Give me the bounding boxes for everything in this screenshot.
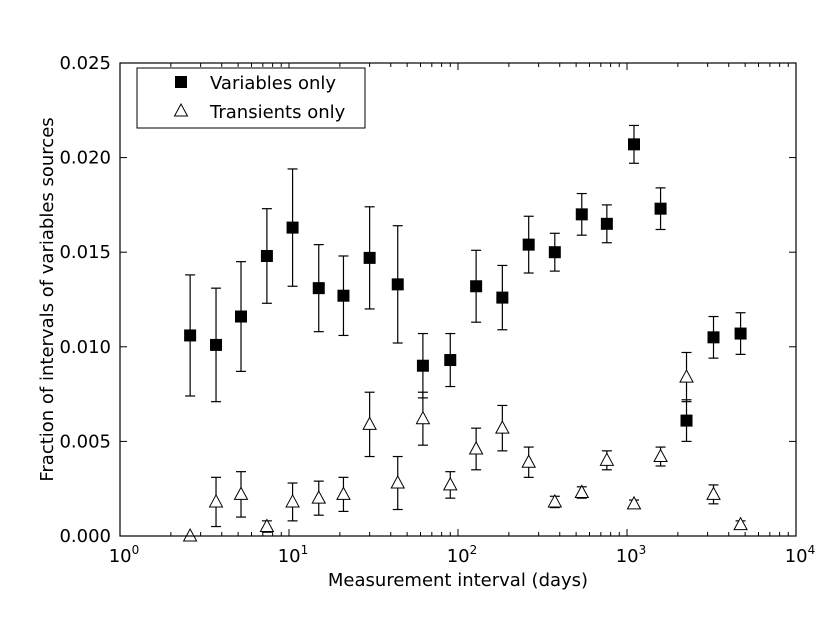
y-tick-label: 0.020 xyxy=(59,148,111,169)
x-tick-label: 103 xyxy=(616,543,647,567)
transients-point xyxy=(442,476,458,491)
variables-point xyxy=(444,354,457,367)
x-axis-label: Measurement interval (days) xyxy=(328,570,588,591)
y-tick-label: 0.000 xyxy=(59,526,111,547)
variables-point xyxy=(654,202,667,215)
transients-point xyxy=(547,493,563,508)
variables-point xyxy=(470,280,483,293)
transients-point xyxy=(208,493,224,508)
y-tick-label: 0.025 xyxy=(59,53,111,74)
legend-label-transients: Transients only xyxy=(209,102,346,123)
transients-point xyxy=(362,416,377,430)
legend-marker-variables xyxy=(175,76,187,88)
variables-point xyxy=(734,327,747,340)
x-tick-label: 101 xyxy=(278,543,309,567)
transients-point xyxy=(653,448,668,463)
transients-point xyxy=(336,486,351,500)
variables-point xyxy=(600,217,613,230)
plot-frame xyxy=(119,62,797,537)
y-axis-label: Fraction of intervals of variables sourc… xyxy=(37,117,58,481)
transients-point xyxy=(733,516,748,531)
transients-point xyxy=(390,474,406,489)
transients-point xyxy=(415,410,431,425)
transients-point xyxy=(495,420,510,434)
variables-point xyxy=(680,414,693,427)
variables-point xyxy=(260,249,273,262)
tick-labels: 0.000 0.005 0.010 0.015 0.020 0.025 100 101 102 1… xyxy=(59,53,815,567)
variables-point xyxy=(337,289,350,302)
legend-label-variables: Variables only xyxy=(210,73,336,94)
variables-point xyxy=(312,282,325,295)
transients-point xyxy=(468,440,484,455)
y-tick-label: 0.015 xyxy=(59,242,111,263)
variables-point xyxy=(416,359,429,372)
variables-point xyxy=(627,138,640,151)
variables-point xyxy=(496,291,509,304)
x-tick-label: 104 xyxy=(785,543,816,567)
variables-point xyxy=(235,310,248,323)
x-tick-label: 100 xyxy=(109,543,140,567)
variables-point xyxy=(210,338,223,351)
variables-point xyxy=(548,246,561,259)
transients-point xyxy=(182,527,198,542)
legend-marker-transients xyxy=(173,102,189,117)
legend: Variables only Transients only xyxy=(136,67,366,129)
transients-point xyxy=(599,452,615,466)
transients-point xyxy=(626,495,642,510)
transients-point xyxy=(285,493,300,508)
variables-point xyxy=(363,251,376,264)
variables-point xyxy=(522,238,535,251)
transients-point xyxy=(706,486,721,500)
transients-point xyxy=(259,518,275,533)
y-tick-label: 0.005 xyxy=(59,431,111,452)
variables-point xyxy=(184,329,197,342)
transients-point xyxy=(311,490,327,504)
x-tick-label: 102 xyxy=(447,543,478,567)
transients-point xyxy=(521,454,537,468)
y-tick-label: 0.010 xyxy=(59,337,111,358)
transients-point xyxy=(679,369,694,383)
variables-point xyxy=(575,208,588,221)
transients-point xyxy=(574,484,590,498)
variables-point xyxy=(391,278,404,291)
transients-point xyxy=(233,486,249,500)
variables-point xyxy=(707,331,720,344)
variables-point xyxy=(286,221,299,234)
data-markers xyxy=(182,138,748,542)
